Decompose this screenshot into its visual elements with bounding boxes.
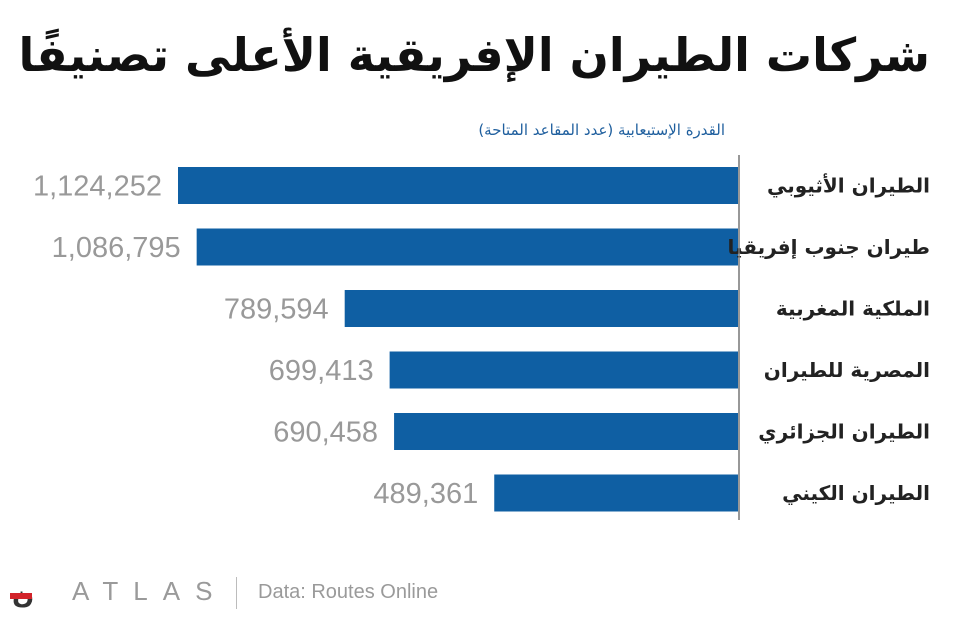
category-label-0: الطيران الأثيوبي — [767, 173, 930, 199]
category-label-1: طيران جنوب إفريقيا — [728, 235, 930, 259]
value-label-0: 1,124,252 — [33, 171, 162, 203]
category-label-4: الطيران الجزائري — [758, 420, 930, 445]
footer-divider — [236, 577, 237, 609]
value-label-4: 690,458 — [273, 417, 378, 449]
chart-subtitle: القدرة الإستيعابية (عدد المقاعد المتاحة) — [478, 121, 725, 139]
atlas-logo: ATLAS — [72, 576, 228, 606]
value-label-1: 1,086,795 — [52, 232, 181, 264]
category-label-5: الطيران الكيني — [782, 481, 930, 506]
footer: ن ATLAS Data: Routes Online — [0, 570, 600, 616]
chart-title: شركات الطيران الإفريقية الأعلى تصنيفًا — [18, 28, 930, 82]
value-label-2: 789,594 — [224, 294, 329, 326]
bar-2 — [344, 290, 738, 327]
bar-4 — [394, 413, 738, 450]
value-label-5: 489,361 — [373, 478, 478, 510]
category-label-3: المصرية للطيران — [764, 358, 930, 382]
data-source: Data: Routes Online — [258, 581, 439, 603]
bar-chart: 1,124,252 الطيران الأثيوبي 1,086,795 طيران … — [33, 155, 930, 520]
publisher-logo-badge — [10, 593, 32, 599]
bar-5 — [494, 474, 738, 512]
category-label-2: الملكية المغربية — [776, 297, 930, 321]
bar-3 — [389, 351, 738, 389]
bar-1 — [196, 228, 739, 266]
bar-0 — [178, 167, 738, 204]
value-label-3: 699,413 — [269, 355, 374, 387]
